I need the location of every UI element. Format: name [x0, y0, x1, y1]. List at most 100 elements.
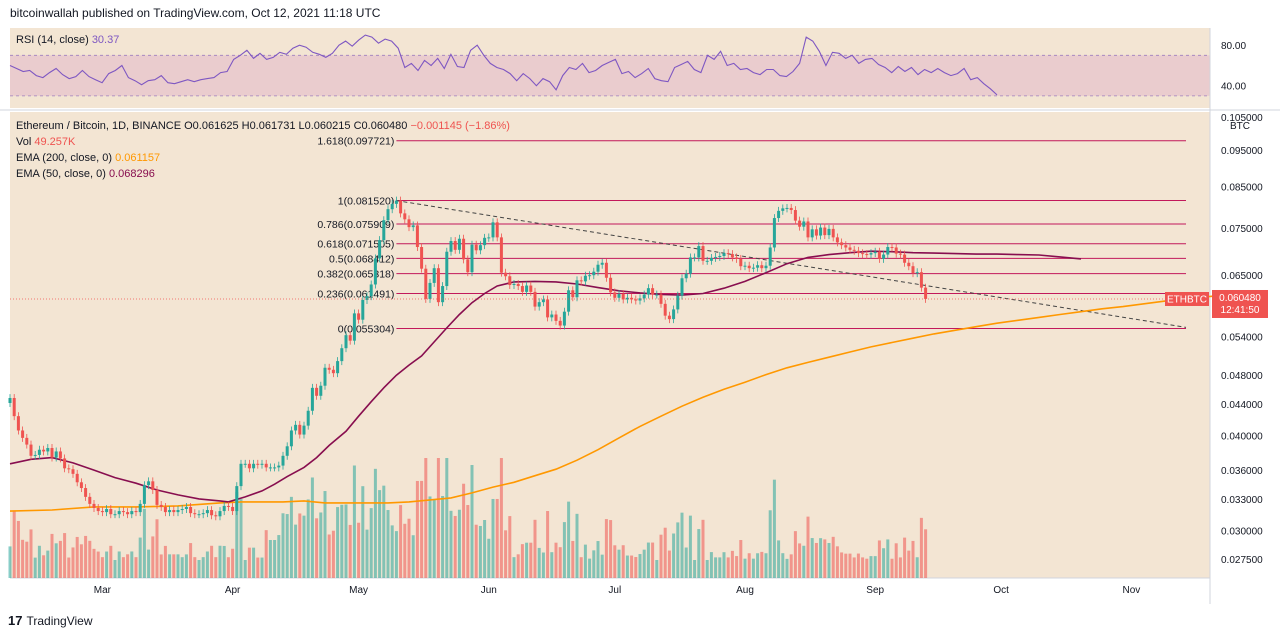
candle-body	[861, 253, 865, 255]
candle-28	[126, 508, 130, 519]
candle-body	[718, 255, 722, 257]
candle-body	[508, 276, 512, 286]
candle-body	[466, 259, 470, 273]
candle-body	[302, 425, 306, 435]
volume-bar-195	[827, 542, 831, 578]
volume-bar-174	[739, 540, 743, 578]
candle-body	[730, 254, 734, 258]
candle-204	[865, 250, 869, 259]
candle-15	[71, 465, 75, 478]
candle-body	[588, 275, 592, 277]
candle-146	[621, 290, 625, 304]
candle-72	[310, 383, 314, 415]
candle-73	[315, 383, 319, 400]
candle-body	[264, 463, 268, 468]
candle-body	[865, 254, 869, 256]
volume-bar-110	[470, 465, 474, 578]
candle-77	[331, 365, 335, 378]
volume-bar-205	[869, 556, 873, 578]
candle-body	[714, 256, 718, 258]
volume-bar-187	[793, 531, 797, 578]
volume-bar-208	[882, 548, 886, 578]
candle-body	[487, 237, 491, 239]
price-tick-7: 0.044000	[1221, 400, 1263, 411]
candle-body	[852, 249, 856, 251]
volume-bar-169	[718, 557, 722, 578]
candle-109	[466, 255, 470, 277]
candle-body	[760, 265, 764, 269]
candle-214	[907, 258, 911, 271]
candle-197	[835, 233, 839, 247]
candle-198	[840, 238, 844, 250]
volume-bar-163	[693, 560, 697, 578]
volume-bar-183	[777, 540, 781, 578]
volume-bar-127	[541, 552, 545, 578]
fibonacci-retracement[interactable]: 1.618(0.097721) 1(0.081520) 0.786(0.075909…	[317, 136, 1186, 336]
candle-196	[831, 224, 835, 242]
volume-bar-41	[180, 557, 184, 578]
candle-body	[252, 463, 256, 469]
candle-206	[873, 247, 877, 258]
candle-body	[411, 225, 415, 228]
candle-body	[827, 228, 831, 236]
volume-bar-54	[235, 491, 239, 578]
volume-bar-216	[915, 557, 919, 578]
volume-bar-23	[105, 551, 109, 578]
candle-97	[415, 221, 419, 251]
candle-63	[273, 463, 277, 472]
volume-bar-14	[67, 557, 71, 578]
candle-39	[172, 506, 176, 517]
volume-bar-43	[189, 543, 193, 578]
volume-bar-29	[130, 551, 134, 578]
candle-166	[705, 256, 709, 265]
candle-122	[520, 282, 524, 296]
volume-bar-156	[663, 527, 667, 578]
candle-153	[651, 284, 655, 299]
descending-trendline[interactable]	[396, 200, 1187, 328]
volume-bar-38	[168, 554, 172, 578]
volume-bar-103	[441, 496, 445, 578]
volume-bar-177	[751, 558, 755, 578]
candle-body	[672, 309, 676, 320]
candle-107	[457, 234, 461, 254]
candle-body	[457, 238, 461, 250]
candle-body	[226, 505, 230, 507]
volume-bar-126	[537, 547, 541, 578]
candle-129	[550, 310, 554, 322]
publisher-header: bitcoinwallah published on TradingView.c…	[10, 6, 381, 20]
volume-bar-8	[42, 555, 46, 578]
candle-body	[613, 292, 617, 298]
volume-bar-173	[735, 556, 739, 578]
fib-label-6: 0.236(0.061491)	[317, 289, 394, 301]
candle-96	[411, 221, 415, 232]
candle-23	[105, 505, 109, 517]
candle-body	[25, 437, 29, 445]
legend-open: O0.061625	[184, 120, 238, 132]
candle-80	[344, 331, 348, 353]
candle-124	[529, 281, 533, 296]
candle-body	[512, 283, 516, 286]
candle-50	[218, 507, 222, 521]
volume-bar-59	[256, 557, 260, 578]
candle-body	[340, 348, 344, 362]
candle-195	[827, 224, 831, 240]
candle-21	[96, 504, 100, 516]
candle-body	[319, 385, 323, 396]
candle-99	[424, 264, 428, 303]
candle-178	[756, 261, 760, 272]
candle-body	[873, 251, 877, 254]
candle-body	[403, 213, 407, 220]
candle-103	[441, 282, 445, 307]
candle-34	[151, 477, 155, 494]
candle-218	[924, 283, 928, 303]
price-tick-12: 0.027500	[1221, 555, 1263, 566]
candle-117	[499, 233, 503, 277]
volume-bar-104	[445, 458, 449, 578]
candle-body	[390, 203, 394, 210]
candle-body	[558, 320, 562, 326]
candle-154	[655, 290, 659, 299]
candle-118	[504, 268, 508, 281]
volume-bar-84	[361, 486, 365, 578]
candle-43	[189, 503, 193, 518]
